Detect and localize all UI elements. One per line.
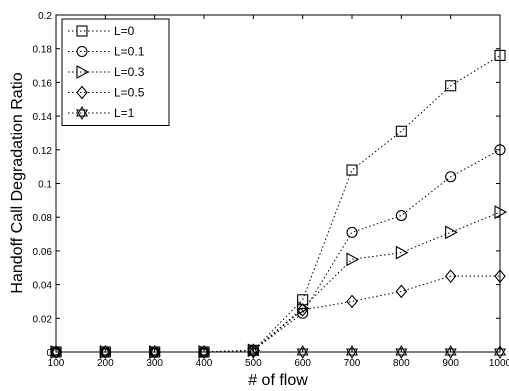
y-tick-label: 0.2	[38, 11, 52, 22]
x-tick-label: 1000	[489, 358, 509, 369]
legend-marker	[76, 45, 88, 58]
legend-item: L=0	[68, 24, 135, 38]
y-tick-label: 0.08	[33, 213, 53, 224]
y-tick-label: 0.14	[33, 112, 53, 123]
data-point	[445, 225, 458, 240]
data-point	[445, 171, 457, 183]
data-point-up	[296, 344, 309, 356]
y-tick-label: 0.04	[33, 281, 53, 292]
data-point-up	[444, 344, 457, 356]
series-line	[56, 275, 500, 353]
legend-label: L=1	[114, 106, 135, 120]
legend-item: L=0.3	[68, 65, 145, 79]
x-tick-label: 400	[196, 358, 213, 369]
data-point	[444, 269, 457, 284]
series-L=0.3	[50, 205, 508, 359]
y-tick-label: 0.1	[38, 180, 52, 191]
series-layer	[49, 49, 508, 360]
legend-marker	[76, 65, 90, 79]
legend-label: L=0.1	[114, 45, 145, 59]
y-tick-label: 0.02	[33, 314, 53, 325]
legend-marker-down	[75, 109, 89, 120]
data-point-up	[99, 344, 112, 356]
data-point-up	[345, 345, 359, 356]
data-point-up	[395, 344, 408, 356]
y-tick-label: 0.06	[33, 247, 53, 258]
data-point-up	[493, 345, 507, 356]
data-point	[346, 226, 358, 238]
y-tick-label: 0.16	[33, 78, 53, 89]
data-point	[346, 252, 360, 267]
legend-box	[61, 18, 170, 126]
x-tick-label: 600	[294, 358, 311, 369]
y-axis-title: Handoff Call Degradation Ratio	[9, 72, 26, 293]
legend-marker-up	[75, 106, 89, 117]
data-point-up	[247, 344, 260, 356]
data-point	[395, 125, 407, 137]
series-line	[56, 211, 501, 353]
legend-label: L=0.3	[114, 65, 145, 79]
x-axis-title: # of flow	[248, 372, 308, 389]
x-tick-label: 700	[344, 358, 361, 369]
x-tick-label: 900	[442, 358, 459, 369]
data-point	[445, 80, 457, 92]
x-tick-label: 200	[97, 358, 114, 369]
data-point	[395, 209, 407, 222]
series-line	[56, 55, 501, 353]
series-L=1	[49, 344, 507, 360]
x-tick-label: 100	[48, 358, 65, 369]
legend-item: L=0.1	[68, 45, 145, 59]
legend-item: L=0.5	[68, 86, 145, 100]
x-tick-label: 800	[393, 358, 410, 369]
data-point-up	[148, 344, 161, 356]
axes-layer: 100 200 300 400 500 600 700 800 900 1000 0 0.02 0.04…	[33, 11, 509, 369]
legend-label: L=0	[114, 24, 135, 38]
data-point	[395, 245, 409, 260]
legend-label: L=0.5	[114, 86, 145, 100]
series-line	[56, 149, 501, 353]
x-tick-label: 300	[146, 358, 163, 369]
legend-marker	[75, 106, 89, 120]
series-L=0.5	[50, 269, 506, 359]
data-point	[346, 294, 358, 309]
y-tick-label: 0	[46, 348, 52, 359]
legend-marker	[76, 85, 88, 100]
data-point	[395, 284, 408, 299]
data-point-up	[197, 345, 211, 356]
y-tick-label: 0.18	[33, 45, 53, 56]
x-tick-label: 500	[245, 358, 262, 369]
legend-marker	[76, 25, 88, 37]
data-point	[296, 303, 309, 317]
legend-item: L=1	[68, 106, 135, 120]
data-point-up	[49, 345, 63, 356]
data-point	[346, 164, 358, 176]
data-point	[247, 343, 260, 358]
legend: L=0 L=0.1 L=0.3 L=0.5 L=1	[61, 18, 170, 126]
y-tick-label: 0.12	[33, 146, 53, 157]
